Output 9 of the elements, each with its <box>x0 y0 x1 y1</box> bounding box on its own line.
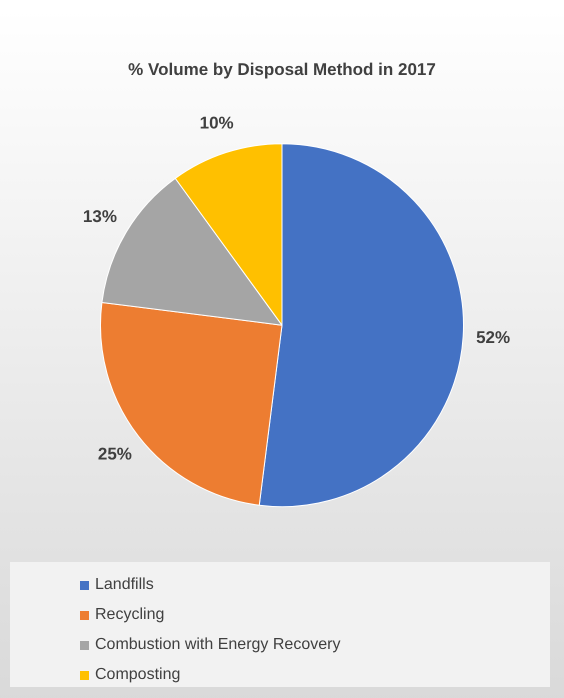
legend-label: Combustion with Energy Recovery <box>95 636 340 654</box>
legend-label: Landfills <box>95 576 154 594</box>
legend-label: Composting <box>95 666 180 684</box>
legend-label: Recycling <box>95 606 164 624</box>
data-label: 13% <box>82 207 117 226</box>
chart-title: % Volume by Disposal Method in 2017 <box>128 60 436 79</box>
data-label: 25% <box>98 444 132 464</box>
data-label: 10% <box>200 114 234 133</box>
data-label: 52% <box>476 328 510 348</box>
